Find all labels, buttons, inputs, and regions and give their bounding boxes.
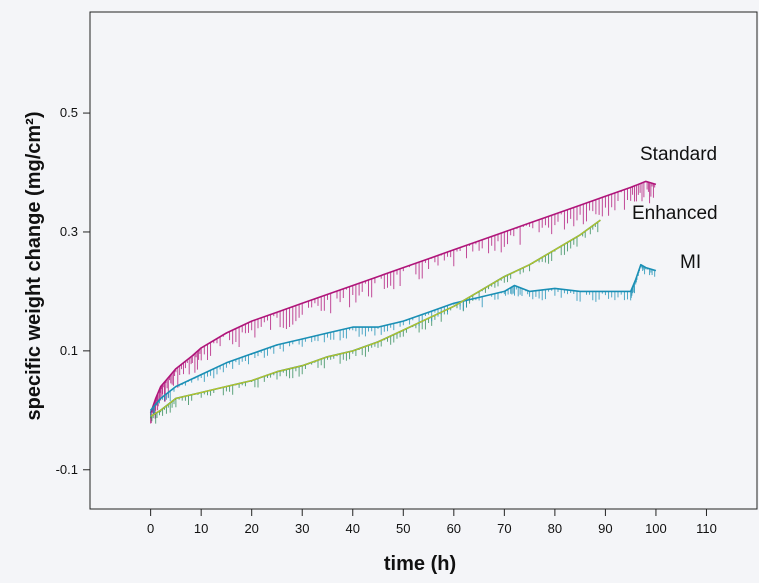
series-label-mi: MI — [680, 252, 701, 273]
x-tick-label: 0 — [147, 521, 154, 536]
x-tick-label: 60 — [447, 521, 461, 536]
x-tick-label: 30 — [295, 521, 309, 536]
y-tick-label: 0.3 — [60, 224, 78, 239]
series-label-standard: Standard — [640, 144, 717, 165]
series-line-enhanced-overlay — [150, 219, 601, 417]
x-tick-label: 20 — [244, 521, 258, 536]
x-tick-label: 110 — [696, 521, 717, 536]
x-tick-label: 50 — [396, 521, 410, 536]
y-axis-ticks: -0.1 0.1 0.3 0.5 — [56, 105, 90, 477]
y-tick-label: 0.5 — [60, 105, 78, 120]
y-tick-label: -0.1 — [56, 462, 78, 477]
series-labels: Standard Enhanced MI — [632, 144, 718, 273]
x-tick-label: 80 — [548, 521, 562, 536]
plot-frame — [89, 11, 758, 510]
series-label-enhanced: Enhanced — [632, 203, 718, 224]
series-noise-enhanced — [150, 221, 599, 424]
x-tick-label: 70 — [497, 521, 511, 536]
x-tick-label: 40 — [346, 521, 360, 536]
y-tick-label: 0.1 — [60, 343, 78, 358]
y-axis-title: specific weight change (mg/cm²) — [23, 112, 45, 421]
x-axis-title: time (h) — [384, 553, 456, 575]
x-tick-label: 90 — [598, 521, 612, 536]
x-axis-ticks: 0 10 20 30 40 50 60 70 80 90 100 110 — [147, 509, 717, 536]
series-layer — [149, 180, 657, 424]
x-tick-label: 10 — [194, 521, 208, 536]
series-noise-mi — [150, 264, 656, 417]
x-tick-label: 100 — [645, 521, 667, 536]
series-line-enhanced — [150, 219, 601, 417]
series-line-mi — [149, 263, 657, 411]
